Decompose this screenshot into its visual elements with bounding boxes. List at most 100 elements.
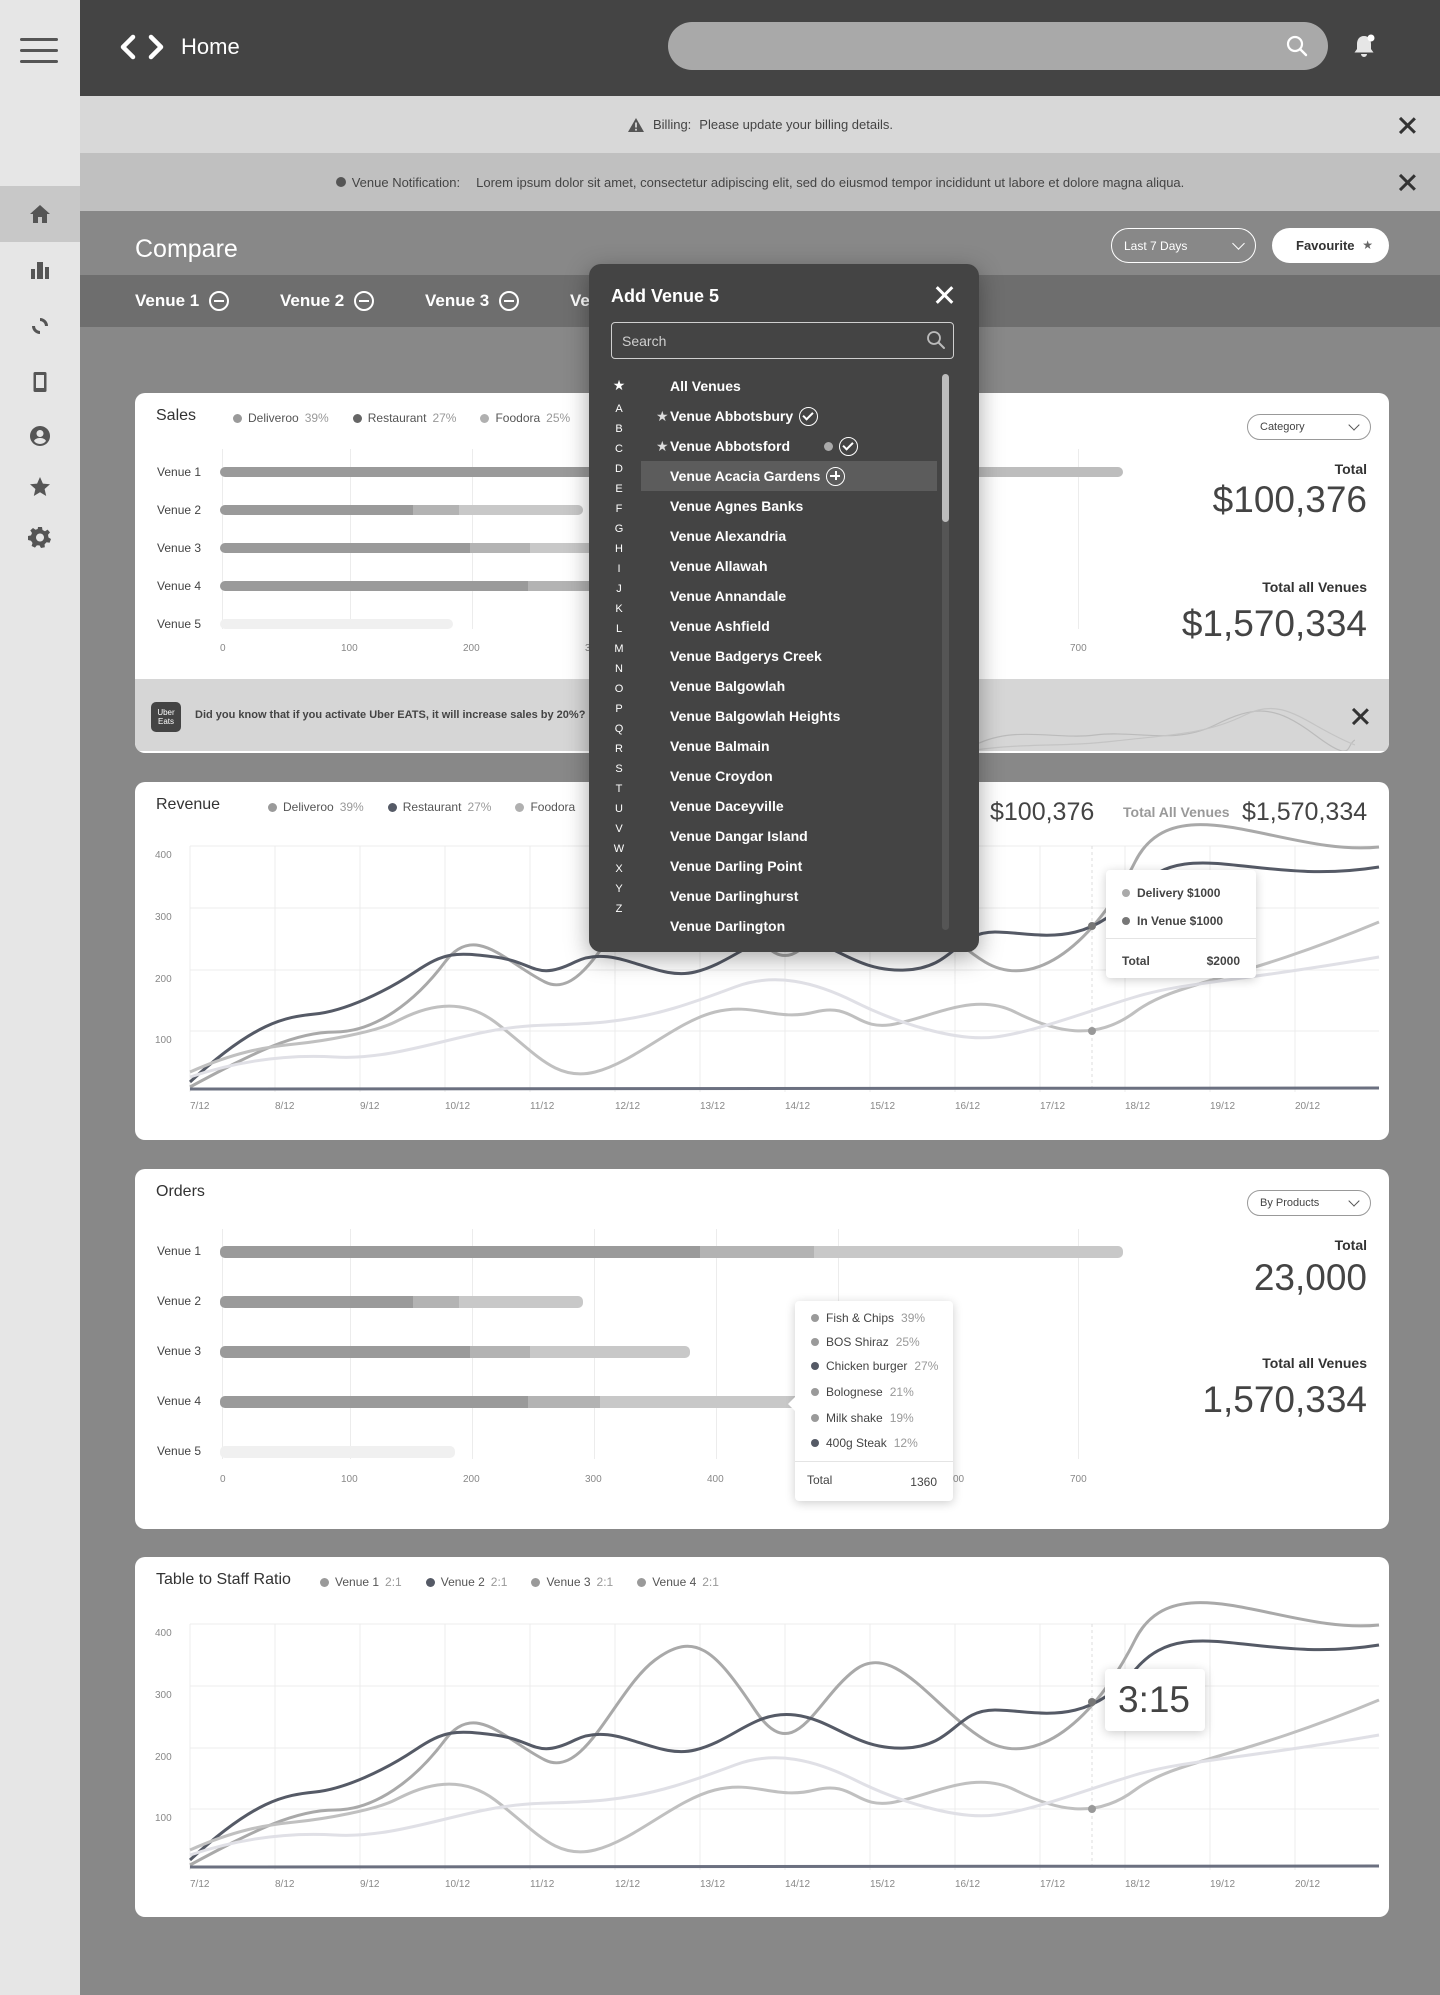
venue-list-item[interactable]: Venue Balmain xyxy=(641,731,937,761)
venue-tab[interactable]: Ve xyxy=(570,291,590,311)
check-circle-icon[interactable] xyxy=(839,436,859,456)
venue-list-item[interactable]: Venue Darlinghurst xyxy=(641,881,937,911)
alphabet-letter[interactable]: J xyxy=(616,583,622,595)
close-icon[interactable] xyxy=(1351,707,1365,721)
alphabet-letter[interactable]: Z xyxy=(615,903,623,915)
alphabet-letter[interactable]: O xyxy=(614,683,624,695)
back-arrow-icon[interactable] xyxy=(118,34,138,60)
alphabet-letter[interactable]: H xyxy=(615,543,623,555)
products-select[interactable]: By Products xyxy=(1247,1190,1371,1216)
star-icon[interactable] xyxy=(0,459,80,515)
close-icon[interactable] xyxy=(935,286,953,304)
tooltip-item-name: Bolognese xyxy=(826,1385,883,1399)
close-icon[interactable] xyxy=(1398,173,1416,191)
search-input[interactable] xyxy=(668,22,1328,70)
venue-list-item[interactable]: Venue Darling Point xyxy=(641,851,937,881)
favourites-star-icon[interactable]: ★ xyxy=(612,377,626,393)
venue-tab[interactable]: Venue 1 xyxy=(135,291,230,311)
venue-list-item[interactable]: Venue Ashfield xyxy=(641,611,937,641)
alphabet-letter[interactable]: F xyxy=(615,503,623,515)
scrollbar-thumb[interactable] xyxy=(942,374,949,522)
venue-list-item[interactable]: Venue Agnes Banks xyxy=(641,491,937,521)
venue-tab[interactable]: Venue 3 xyxy=(425,291,520,311)
remove-circle-icon[interactable] xyxy=(354,291,375,311)
search-icon[interactable] xyxy=(1286,35,1308,57)
date-range-select[interactable]: Last 7 Days xyxy=(1111,228,1256,263)
alphabet-letter[interactable]: M xyxy=(614,643,624,655)
venue-list-item[interactable]: Venue Balgowlah Heights xyxy=(641,701,937,731)
alphabet-letter[interactable]: C xyxy=(615,443,623,455)
bar[interactable] xyxy=(220,505,583,515)
alphabet-letter[interactable]: Y xyxy=(615,883,623,895)
mobile-icon[interactable] xyxy=(0,354,80,410)
venue-list-item[interactable]: Venue Balgowlah xyxy=(641,671,937,701)
grid-line xyxy=(350,449,351,629)
alphabet-letter[interactable]: W xyxy=(613,843,625,855)
check-circle-icon[interactable] xyxy=(799,406,819,426)
venue-list-item[interactable]: Venue Badgerys Creek xyxy=(641,641,937,671)
hamburger-menu-icon[interactable] xyxy=(20,38,58,68)
favourite-star-icon[interactable]: ★ xyxy=(656,408,669,424)
venue-list-item[interactable]: Venue Daceyville xyxy=(641,791,937,821)
venue-search-input[interactable] xyxy=(611,322,954,359)
bar[interactable] xyxy=(220,1346,690,1358)
buildings-icon[interactable] xyxy=(0,242,80,298)
alphabet-letter[interactable]: G xyxy=(614,523,624,535)
bar[interactable] xyxy=(220,1396,800,1408)
venue-list-item[interactable]: Venue Croydon xyxy=(641,761,937,791)
venue-list-item[interactable]: Venue Allawah xyxy=(641,551,937,581)
alphabet-letter[interactable]: T xyxy=(615,783,623,795)
category-select[interactable]: Category xyxy=(1247,414,1371,440)
alphabet-letter[interactable]: K xyxy=(615,603,623,615)
venue-list-item[interactable]: Venue Annandale xyxy=(641,581,937,611)
scrollbar[interactable] xyxy=(942,374,949,930)
venue-list-item[interactable]: Venue Dangar Island xyxy=(641,821,937,851)
bar[interactable] xyxy=(220,619,453,629)
favourite-star-icon[interactable]: ★ xyxy=(656,438,669,454)
venue-tab[interactable]: Venue 2 xyxy=(280,291,375,311)
alphabet-letter[interactable]: X xyxy=(615,863,623,875)
remove-circle-icon[interactable] xyxy=(209,291,230,311)
alphabet-letter[interactable]: V xyxy=(615,823,623,835)
legend-pct: 2:1 xyxy=(702,1575,719,1589)
alphabet-letter[interactable]: A xyxy=(615,403,623,415)
bar[interactable] xyxy=(220,1246,1123,1258)
bar[interactable] xyxy=(220,1446,455,1458)
alphabet-letter[interactable]: S xyxy=(615,763,623,775)
grid-line xyxy=(222,1229,223,1459)
tooltip-item-name: 400g Steak xyxy=(826,1436,887,1450)
venue-list-item[interactable]: Venue Acacia Gardens xyxy=(641,461,937,491)
y-axis-tick: 100 xyxy=(155,1813,172,1824)
venue-list-item[interactable]: Venue Alexandria xyxy=(641,521,937,551)
alphabet-letter[interactable]: Q xyxy=(614,723,624,735)
alphabet-letter[interactable]: E xyxy=(615,483,623,495)
alphabet-letter[interactable]: U xyxy=(615,803,623,815)
close-icon[interactable] xyxy=(1398,116,1416,134)
forward-arrow-icon[interactable] xyxy=(146,34,166,60)
venue-list-item[interactable]: All Venues xyxy=(641,371,937,401)
alphabet-letter[interactable]: B xyxy=(615,423,623,435)
billing-message: Please update your billing details. xyxy=(699,117,893,132)
bar[interactable] xyxy=(220,581,600,591)
venue-list-item[interactable]: Venue Darlington xyxy=(641,911,937,941)
venue-list-item[interactable]: ★ Venue Abbotsford xyxy=(641,431,937,461)
add-circle-icon[interactable] xyxy=(826,466,846,486)
alphabet-letter[interactable]: L xyxy=(615,623,623,635)
bar[interactable] xyxy=(220,543,600,553)
bell-icon[interactable] xyxy=(1350,32,1378,60)
alphabet-letter[interactable]: I xyxy=(617,563,621,575)
legend-dot-icon xyxy=(637,1577,647,1587)
bar[interactable] xyxy=(220,1296,583,1308)
alphabet-letter[interactable]: P xyxy=(615,703,623,715)
alphabet-letter[interactable]: N xyxy=(615,663,623,675)
alphabet-letter[interactable]: D xyxy=(615,463,623,475)
user-icon[interactable] xyxy=(0,408,80,464)
refresh-icon[interactable] xyxy=(0,298,80,354)
search-icon[interactable] xyxy=(926,330,946,350)
favourite-button[interactable]: Favourite ★ xyxy=(1272,228,1389,263)
home-icon[interactable] xyxy=(0,186,80,242)
remove-circle-icon[interactable] xyxy=(499,291,520,311)
alphabet-letter[interactable]: R xyxy=(615,743,623,755)
venue-list-item[interactable]: ★ Venue Abbotsbury xyxy=(641,401,937,431)
gear-icon[interactable] xyxy=(0,509,80,565)
